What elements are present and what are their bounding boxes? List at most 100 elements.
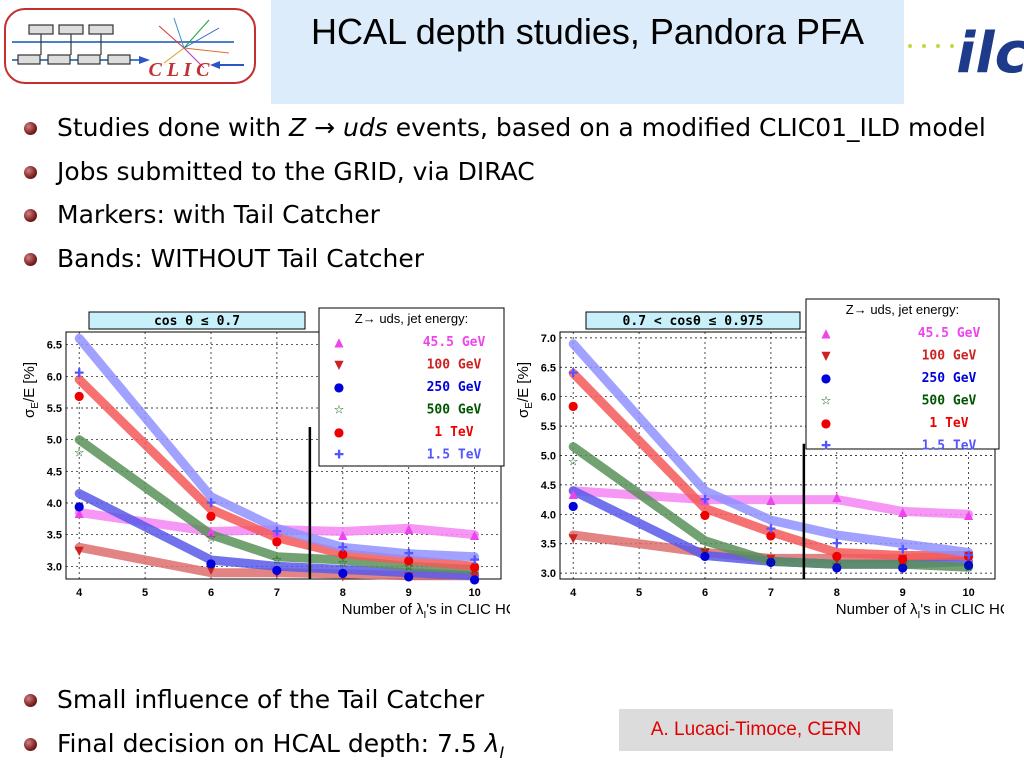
y-tick-label: 7.0 <box>541 333 556 345</box>
legend-marker: ✚ <box>334 448 344 462</box>
data-point-marker: ✚ <box>700 493 710 507</box>
legend-title: Z→ uds, jet energy: <box>846 302 959 317</box>
math-arrow: → <box>314 113 336 142</box>
cut-label-box <box>585 311 801 330</box>
bullet-text: Final decision on HCAL depth: 7.5 <box>57 728 485 758</box>
data-point-marker: ☆ <box>766 554 777 568</box>
data-point-marker: ● <box>338 566 348 580</box>
data-point-marker: ☆ <box>469 563 480 577</box>
legend-marker: ▲ <box>334 335 344 349</box>
x-axis-label: Number of λI's in CLIC HCAL <box>836 601 1004 621</box>
y-tick-label: 6.5 <box>47 340 62 352</box>
bullet-item: Bands: WITHOUT Tail Catcher <box>24 239 1014 283</box>
data-point-marker: ▲ <box>338 528 348 542</box>
data-point-marker: ● <box>403 569 413 583</box>
legend-label: 45.5 GeV <box>423 335 486 350</box>
y-tick-label: 4.0 <box>47 498 62 510</box>
data-point-marker: ▼ <box>338 569 348 583</box>
x-tick-label: 10 <box>469 587 481 599</box>
x-tick-label: 7 <box>274 587 280 599</box>
bullet-item: Studies done with Z → uds events, based … <box>24 108 1014 152</box>
legend-marker: ● <box>821 416 831 430</box>
data-point-marker: ● <box>897 551 907 565</box>
y-tick-label: 6.0 <box>47 371 62 383</box>
data-point-marker: ✚ <box>832 537 842 551</box>
math-lambda: λ <box>484 728 500 758</box>
legend-marker: ☆ <box>334 403 345 417</box>
clic-logo-accelerator-icon <box>12 24 234 65</box>
data-point-marker: ● <box>74 388 84 402</box>
data-point-marker: ▲ <box>470 528 480 542</box>
data-point-marker: ☆ <box>963 560 974 574</box>
y-tick-label: 4.0 <box>541 509 556 521</box>
data-point-marker: ✚ <box>74 366 84 380</box>
data-point-marker: ☆ <box>700 543 711 557</box>
cut-label-box <box>88 311 306 330</box>
clic-logo-jets-icon <box>158 17 230 69</box>
data-point-marker: ▼ <box>766 551 776 565</box>
data-point-marker: ▼ <box>206 563 216 577</box>
clic-logo-text: C L I C <box>149 59 211 81</box>
bullet-dot-icon <box>24 252 37 266</box>
data-point-marker: ☆ <box>831 557 842 571</box>
y-tick-label: 4.5 <box>47 466 62 478</box>
ilc-logo: ilc <box>908 21 1024 86</box>
data-point-marker: ▼ <box>964 548 974 562</box>
bullet-dot-icon <box>24 209 37 222</box>
cut-label: cos θ ≤ 0.7 <box>154 314 240 329</box>
data-point-marker: ● <box>766 528 776 542</box>
data-point-marker: ▲ <box>832 490 842 504</box>
data-point-marker: ● <box>568 498 578 512</box>
data-point-marker: ▲ <box>964 507 974 521</box>
data-point-marker: ● <box>963 557 973 571</box>
legend-marker: ● <box>821 371 831 385</box>
data-point-marker: ● <box>963 548 973 562</box>
ilc-logo-dots-icon <box>908 44 954 48</box>
data-point-marker: ● <box>469 559 479 573</box>
data-point-marker: ▼ <box>404 569 414 583</box>
data-point-marker: ▼ <box>700 546 710 560</box>
x-tick-label: 8 <box>834 587 840 599</box>
data-point-marker: ✚ <box>568 366 578 380</box>
data-point-marker: ● <box>897 560 907 574</box>
page-title-text: HCAL depth studies, Pandora PFA <box>311 11 864 52</box>
y-tick-label: 3.0 <box>47 561 62 573</box>
data-point-marker: ● <box>74 499 84 513</box>
data-point-marker: ● <box>832 548 842 562</box>
data-point-marker: ✚ <box>898 543 908 557</box>
clic-logo: C L I C <box>4 8 256 84</box>
data-point-marker: ● <box>700 548 710 562</box>
legend-label: 250 GeV <box>922 371 977 386</box>
data-point-marker: ☆ <box>74 445 85 459</box>
data-point-marker: ▲ <box>206 525 216 539</box>
math-uds: uds <box>343 113 388 142</box>
x-tick-label: 6 <box>702 587 708 599</box>
legend-title: Z→ uds, jet energy: <box>355 311 468 326</box>
legend-label: 1 TeV <box>929 416 968 431</box>
legend-marker: ● <box>334 380 344 394</box>
data-point-marker: ● <box>832 560 842 574</box>
data-point-marker: ✚ <box>338 540 348 554</box>
math-z: Z <box>289 113 307 142</box>
data-point-marker: ▲ <box>75 506 85 520</box>
data-point-marker: ▼ <box>832 551 842 565</box>
y-tick-label: 3.5 <box>47 530 62 542</box>
bullet-dot-icon <box>24 694 37 707</box>
data-point-marker: ✚ <box>272 525 282 539</box>
bullet-item: Final decision on HCAL depth: 7.5 λI <box>24 724 1014 768</box>
legend-marker: ▼ <box>334 358 344 372</box>
bullet-item: Small influence of the Tail Catcher <box>24 680 1014 724</box>
x-tick-label: 4 <box>76 587 83 599</box>
data-point-marker: ✚ <box>206 496 216 510</box>
data-point-marker: ▲ <box>766 493 776 507</box>
data-point-marker: ▼ <box>898 551 908 565</box>
legend-marker: ▼ <box>821 349 831 363</box>
data-point-marker: ▼ <box>75 544 85 558</box>
page-title: HCAL depth studies, Pandora PFA <box>271 0 904 104</box>
data-point-marker: ● <box>469 572 479 586</box>
y-tick-label: 6.5 <box>541 362 556 374</box>
legend-label: 1.5 TeV <box>922 439 977 454</box>
data-point-marker: ▼ <box>569 531 579 545</box>
data-point-marker: ● <box>272 563 282 577</box>
data-point-marker: ● <box>700 507 710 521</box>
